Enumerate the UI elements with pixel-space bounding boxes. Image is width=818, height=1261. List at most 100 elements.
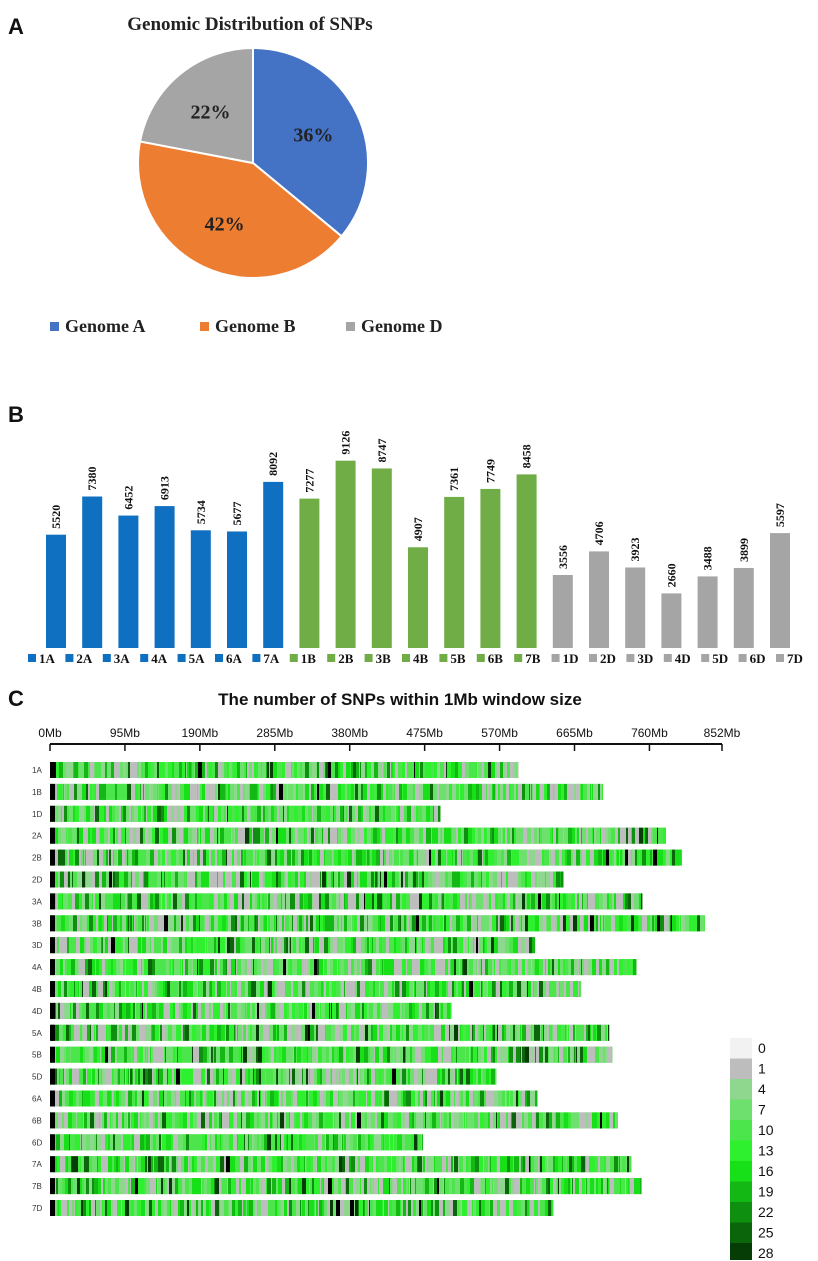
color-scale-cell <box>730 1120 752 1141</box>
snp-window <box>665 849 666 866</box>
snp-window <box>451 827 452 844</box>
snp-window <box>649 849 650 866</box>
snp-window <box>197 1112 201 1129</box>
snp-window <box>646 849 649 866</box>
snp-window <box>272 1178 276 1195</box>
snp-window <box>338 762 340 778</box>
snp-window <box>293 1134 297 1151</box>
snp-window <box>139 849 142 866</box>
snp-window <box>284 915 285 932</box>
snp-window <box>83 1090 87 1107</box>
snp-window <box>261 1112 263 1129</box>
snp-window <box>65 783 67 800</box>
snp-window <box>122 827 125 844</box>
snp-window <box>349 805 352 822</box>
snp-window <box>178 871 180 888</box>
snp-window <box>167 849 171 866</box>
snp-window <box>103 849 106 866</box>
snp-window <box>425 1046 426 1063</box>
snp-window <box>504 893 505 910</box>
snp-window <box>96 1200 100 1216</box>
snp-window <box>598 1178 601 1195</box>
snp-window <box>228 805 229 822</box>
snp-window <box>249 762 252 778</box>
snp-window <box>209 1002 211 1019</box>
snp-window <box>443 1046 447 1063</box>
snp-window <box>529 1156 530 1173</box>
snp-window <box>527 959 528 976</box>
snp-window <box>63 1024 66 1041</box>
snp-window <box>426 1112 430 1129</box>
snp-window <box>545 871 546 888</box>
snp-window <box>125 827 126 844</box>
snp-window <box>107 1024 109 1041</box>
snp-window <box>89 937 90 954</box>
snp-window <box>96 981 98 997</box>
snp-window <box>310 1002 312 1019</box>
snp-window <box>143 1002 145 1019</box>
snp-window <box>135 1090 137 1107</box>
snp-window <box>425 1178 427 1195</box>
snp-window <box>77 1046 80 1063</box>
snp-window <box>581 1178 582 1195</box>
snp-window <box>525 1090 527 1107</box>
snp-window <box>503 893 504 910</box>
snp-window <box>406 1178 408 1195</box>
snp-window <box>64 1068 66 1085</box>
snp-window <box>361 893 364 910</box>
snp-window <box>161 871 162 888</box>
snp-window <box>129 959 133 976</box>
snp-window <box>105 1046 108 1063</box>
snp-window <box>266 1178 267 1195</box>
snp-window <box>272 849 275 866</box>
snp-window <box>670 849 672 866</box>
snp-window <box>348 893 352 910</box>
snp-window <box>333 871 334 888</box>
snp-window <box>167 1178 169 1195</box>
snp-window <box>470 893 472 910</box>
snp-window <box>337 1046 339 1063</box>
snp-window <box>384 849 386 866</box>
snp-window <box>342 1156 345 1173</box>
snp-window <box>96 827 99 844</box>
snp-window <box>313 937 314 954</box>
snp-window <box>283 783 287 800</box>
snp-window <box>123 871 124 888</box>
snp-window <box>229 1024 233 1041</box>
snp-window <box>321 937 324 954</box>
snp-window <box>301 959 302 976</box>
snp-window <box>324 827 328 844</box>
snp-window <box>419 1002 422 1019</box>
snp-window <box>153 1068 156 1085</box>
snp-window <box>344 981 345 997</box>
snp-window <box>160 1156 164 1173</box>
snp-window <box>525 871 527 888</box>
snp-window <box>128 1024 129 1041</box>
snp-window <box>490 1200 493 1216</box>
snp-window <box>185 849 187 866</box>
snp-window <box>82 1002 86 1019</box>
snp-window <box>197 1068 201 1085</box>
chromosome-label-6D: 6D <box>32 1138 42 1147</box>
snp-window <box>230 1156 233 1173</box>
snp-window <box>328 1178 332 1195</box>
snp-window <box>63 915 65 932</box>
snp-window <box>260 937 261 954</box>
snp-window <box>246 1178 250 1195</box>
snp-window <box>178 1156 181 1173</box>
snp-window <box>546 1112 549 1129</box>
snp-window <box>312 1046 316 1063</box>
snp-window <box>443 1090 446 1107</box>
snp-window <box>595 1156 598 1173</box>
snp-window <box>514 783 516 800</box>
snp-window <box>90 1134 94 1151</box>
snp-window <box>618 827 620 844</box>
snp-window <box>309 1112 312 1129</box>
snp-window <box>283 1068 286 1085</box>
snp-window <box>108 1156 112 1173</box>
snp-window <box>226 1134 229 1151</box>
snp-window <box>449 893 451 910</box>
snp-window <box>215 981 217 997</box>
snp-window <box>163 1068 167 1085</box>
snp-window <box>402 893 406 910</box>
